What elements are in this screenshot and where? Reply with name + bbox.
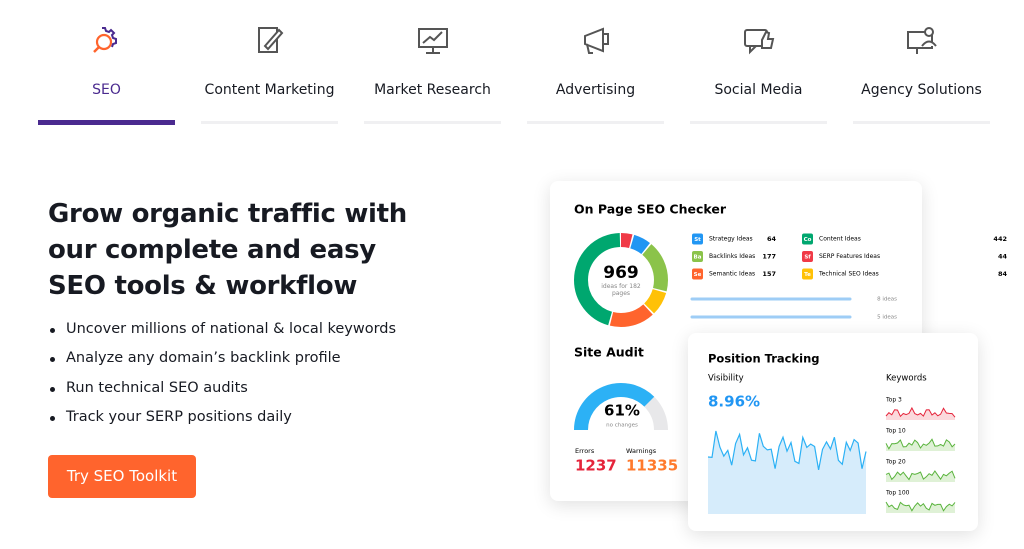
group-label: Top 20 <box>885 459 906 466</box>
donut-segment <box>574 233 668 327</box>
icon <box>258 27 284 53</box>
item-name: Technical SEO Ideas <box>818 271 879 278</box>
visibility-area <box>708 431 866 514</box>
badge <box>802 268 813 280</box>
item-name: Content Ideas <box>819 236 861 243</box>
tab-label[interactable]: Market Research <box>374 82 491 98</box>
donut-segment <box>574 233 668 327</box>
badge-label: Sf <box>804 255 811 261</box>
tab-icon <box>88 22 126 60</box>
cta-button[interactable]: Try SEO Toolkit <box>48 455 196 498</box>
bullet-text: Track your SERP positions daily <box>66 408 292 425</box>
item-value: 44 <box>998 253 1008 261</box>
tab-underline <box>38 120 175 125</box>
stat-value: 11335 <box>626 457 678 475</box>
icon <box>418 28 448 54</box>
donut-segment <box>574 233 668 327</box>
tab-underline <box>364 121 501 124</box>
item-value: 177 <box>762 253 776 261</box>
total: 969 <box>603 263 639 283</box>
bullet-text: Run technical SEO audits <box>66 379 248 396</box>
sparkline-area <box>886 439 955 451</box>
bar-label: 5 ideas <box>877 315 897 321</box>
tab-underline <box>527 121 664 124</box>
tab-label[interactable]: Advertising <box>555 82 636 98</box>
group-label: Top 100 <box>885 490 910 497</box>
gauge-fill <box>574 383 655 431</box>
item-name: SERP Features Ideas <box>819 253 880 260</box>
group-label: Top 3 <box>885 397 902 404</box>
stat-label: Warnings <box>626 447 657 455</box>
card-title: Position Tracking <box>708 352 820 366</box>
stat-label: Errors <box>575 447 595 455</box>
card-title: Site Audit <box>574 345 644 360</box>
badge <box>692 268 703 280</box>
tab-underline <box>690 121 827 124</box>
tab-icon <box>903 22 941 60</box>
bullet-text: Analyze any domain’s backlink profile <box>66 350 341 367</box>
item-value: 157 <box>762 270 776 278</box>
bullet-text: Uncover millions of national & local key… <box>66 321 397 337</box>
bullet-dot <box>50 357 55 363</box>
group-label: Top 10 <box>885 428 906 435</box>
card-title: On Page SEO Checker <box>574 202 727 217</box>
badge-label: Ba <box>694 255 702 261</box>
visibility: 8.96% <box>708 393 760 411</box>
hero-title: Grow organic traffic with our complete a… <box>48 199 407 301</box>
icon <box>93 27 117 53</box>
score: 61% <box>604 402 640 420</box>
sparkline-area <box>886 471 955 482</box>
bullet-dot <box>50 386 55 392</box>
stat-value: 1237 <box>575 457 617 475</box>
badge-label: Se <box>694 272 702 278</box>
tab-label[interactable]: SEO <box>92 82 121 98</box>
badge <box>802 233 813 245</box>
sparkline <box>885 406 956 418</box>
donut-segment <box>574 233 668 327</box>
label: Keywords <box>886 374 927 384</box>
tab-underline <box>853 121 990 124</box>
sparkline <box>885 438 956 450</box>
icon <box>584 27 609 54</box>
score-caption: no changes <box>606 423 638 429</box>
label: Visibility <box>708 374 744 384</box>
bar-label: 8 ideas <box>877 297 897 303</box>
tab-label[interactable]: Social Media <box>714 82 803 98</box>
badge <box>802 251 813 262</box>
tab-icon <box>740 22 778 60</box>
badge <box>692 233 703 245</box>
bullet-dot <box>50 415 55 421</box>
tab-icon <box>414 22 452 60</box>
total-caption: ideas for 182 pages <box>601 283 641 297</box>
sparkline <box>885 470 956 481</box>
icon <box>907 27 937 54</box>
item-value: 84 <box>998 270 1008 278</box>
tab-underline <box>201 121 338 124</box>
item-value: 64 <box>767 235 777 243</box>
tab-label[interactable]: Content Marketing <box>204 82 335 98</box>
badge-label: Te <box>804 272 811 278</box>
sparkline <box>885 501 956 512</box>
badge-label: Co <box>804 237 812 243</box>
tab-icon <box>251 22 289 60</box>
item-name: Strategy Ideas <box>709 236 753 243</box>
item-name: Semantic Ideas <box>709 271 755 278</box>
badge <box>692 251 703 262</box>
bullet-dot <box>50 328 55 333</box>
badge-label: St <box>694 237 701 243</box>
tab-label[interactable]: Agency Solutions <box>861 82 982 98</box>
item-name: Backlinks Ideas <box>709 253 755 260</box>
icon <box>744 29 775 55</box>
visibility-line <box>707 430 867 471</box>
item-value: 442 <box>993 235 1007 243</box>
tab-icon <box>577 22 615 60</box>
sparkline-area <box>886 502 955 513</box>
